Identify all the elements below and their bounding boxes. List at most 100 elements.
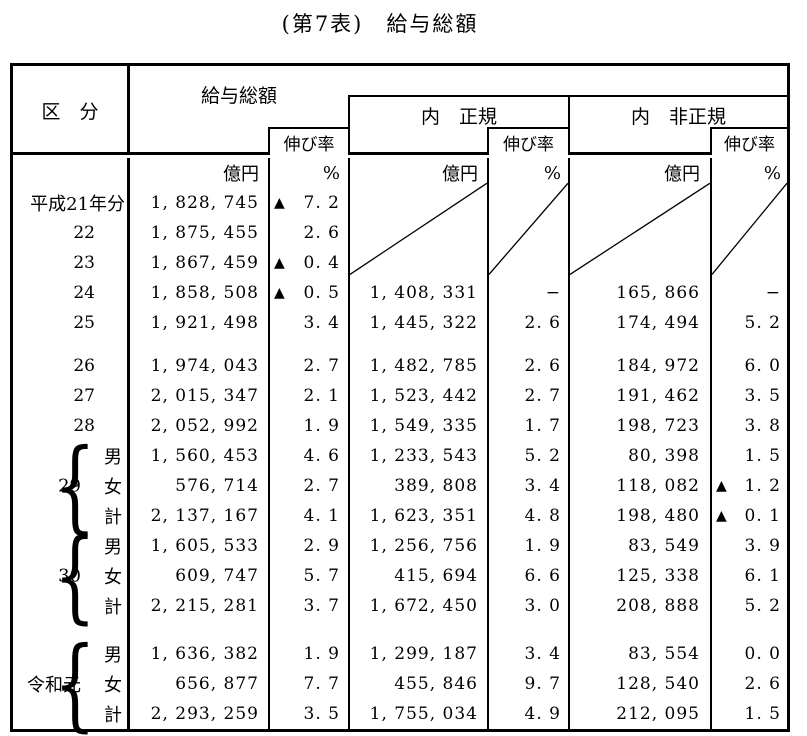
nonregular-rate-cell: 3. 9 <box>744 536 781 556</box>
sex-label: 計 <box>104 597 122 618</box>
regular-amount-cell: 1, 755, 034 <box>369 704 478 724</box>
year-cell: 女 <box>13 471 127 501</box>
year-cell: 計 <box>13 501 127 531</box>
page-title: (第7表) 給与総額 <box>281 12 479 36</box>
table-row: 女 609, 747 5. 7 415, 694 6. 6 125, 338 6… <box>13 561 787 591</box>
group-year-label: 29 <box>58 475 81 497</box>
no-data-diagonal <box>350 158 487 278</box>
negative-triangle-marker: ▲ <box>274 195 285 211</box>
year-cell: 男 <box>13 441 127 471</box>
negative-triangle-marker: ▲ <box>716 478 727 494</box>
total-rate-cell: ▲ 7. 2 <box>274 193 340 213</box>
total-rate-cell: 2. 9 <box>303 536 340 556</box>
year-label: 平成21年分 <box>30 194 125 215</box>
regular-rate-cell: 1. 9 <box>524 536 561 556</box>
total-rate-cell: 4. 6 <box>303 446 340 466</box>
regular-amount-cell <box>348 188 487 218</box>
regular-amount-cell <box>348 248 487 278</box>
sex-label: 女 <box>104 477 122 498</box>
total-rate-cell: 3. 5 <box>303 704 340 724</box>
year-label: 28 <box>73 416 95 436</box>
year-label: 24 <box>73 283 95 303</box>
nonregular-amount-cell: 165, 866 <box>616 283 700 303</box>
year-cell: 男 <box>13 639 127 669</box>
regular-amount-cell: 1, 233, 543 <box>369 446 478 466</box>
year-cell: 男 <box>13 531 127 561</box>
nonregular-rate-cell: 5. 2 <box>744 313 781 333</box>
regular-amount-cell: 415, 694 <box>394 566 478 586</box>
regular-amount-cell: 1, 445, 322 <box>369 313 478 333</box>
regular-rate-cell: 3. 0 <box>524 596 561 616</box>
nonregular-rate-cell: 6. 0 <box>744 356 781 376</box>
table-row: 男 1, 605, 533 2. 9 1, 256, 756 1. 9 83, … <box>13 531 787 561</box>
table-row: 男 1, 636, 382 1. 9 1, 299, 187 3. 4 83, … <box>13 639 787 669</box>
year-cell: 計 <box>13 591 127 621</box>
total-rate-cell: 4. 1 <box>303 506 340 526</box>
nonregular-amount-cell: 198, 723 <box>616 416 700 436</box>
negative-triangle-marker: ▲ <box>274 285 285 301</box>
nonregular-amount-cell: 83, 554 <box>628 644 700 664</box>
unit-label: 億円 <box>664 164 700 185</box>
year-group-30: 30 { <box>13 517 127 634</box>
salary-table: 区 分 給与総額 伸び率 内 正規 伸び率 内 非正規 伸び率 <box>10 63 790 734</box>
regular-rate-cell <box>487 248 568 278</box>
nonregular-rate-cell: 0. 0 <box>744 644 781 664</box>
regular-rate-cell <box>487 188 568 218</box>
nonregular-rate-cell <box>710 248 787 278</box>
category-header: 区 分 <box>41 101 99 123</box>
nonregular-rate-cell: ▲ 0. 1 <box>716 506 781 526</box>
total-rate-cell: 2. 1 <box>303 386 340 406</box>
nonregular-amount-cell: 174, 494 <box>616 313 700 333</box>
total-amount-cell: 576, 714 <box>175 476 259 496</box>
table-row: 男 1, 560, 453 4. 6 1, 233, 543 5. 2 80, … <box>13 441 787 471</box>
year-group-29: 29 { <box>13 436 127 536</box>
year-label: 27 <box>73 386 95 406</box>
regular-rate-cell: 2. 6 <box>524 313 561 333</box>
sex-label: 女 <box>104 675 122 696</box>
year-label: 22 <box>73 223 95 243</box>
table-row: 平成21年分 1, 828, 745 ▲ 7. 2 <box>13 188 787 218</box>
regular-amount-cell: 1, 672, 450 <box>369 596 478 616</box>
regular-amount-cell: 1, 523, 442 <box>369 386 478 406</box>
year-cell: 女 <box>13 669 127 699</box>
regular-rate-cell <box>487 218 568 248</box>
nonregular-amount-cell <box>568 248 710 278</box>
group-brace: { <box>54 517 97 634</box>
column-divider <box>268 158 270 729</box>
total-rate-cell: 1. 9 <box>303 416 340 436</box>
regular-rate-cell: 5. 2 <box>524 446 561 466</box>
unit-label: % <box>543 162 561 184</box>
year-cell: 28 <box>13 411 127 441</box>
total-amount-cell: 2, 052, 992 <box>150 416 259 436</box>
nonregular-rate-cell: 1. 5 <box>744 446 781 466</box>
group-year-label: 令和元 <box>27 675 81 696</box>
year-group-reiwa1: 令和元 { <box>13 634 127 734</box>
regular-amount-cell <box>348 218 487 248</box>
growth-rate-header: 伸び率 <box>710 127 787 155</box>
table-row: 24 1, 858, 508 ▲ 0. 5 1, 408, 331 − 165, … <box>13 278 787 308</box>
table-row: 女 576, 714 2. 7 389, 808 3. 4 118, 082 ▲… <box>13 471 787 501</box>
sex-label: 計 <box>104 507 122 528</box>
total-amount-cell: 2, 015, 347 <box>150 386 259 406</box>
nonregular-amount-cell: 118, 082 <box>616 476 700 496</box>
nonregular-rate-cell: 1. 5 <box>744 704 781 724</box>
unit-label: 億円 <box>223 164 259 185</box>
column-divider <box>568 158 570 729</box>
growth-rate-label: 伸び率 <box>503 134 554 155</box>
regular-rate-cell: 9. 7 <box>524 674 561 694</box>
year-cell: 25 <box>13 308 127 338</box>
year-cell: 22 <box>13 218 127 248</box>
regular-rate-cell: 3. 4 <box>524 476 561 496</box>
nonregular-amount-cell <box>568 188 710 218</box>
unit-label: % <box>322 162 340 184</box>
sex-label: 男 <box>104 447 122 468</box>
nonregular-group-box: 内 非正規 伸び率 <box>568 95 787 155</box>
total-amount-cell: 2, 293, 259 <box>150 704 259 724</box>
nonregular-rate-cell: 3. 8 <box>744 416 781 436</box>
sex-label: 男 <box>104 537 122 558</box>
total-rate-cell: 2. 7 <box>303 356 340 376</box>
total-amount-cell: 1, 921, 498 <box>150 313 259 333</box>
nonregular-amount-cell: 191, 462 <box>616 386 700 406</box>
nonregular-amount-cell: 198, 480 <box>616 506 700 526</box>
